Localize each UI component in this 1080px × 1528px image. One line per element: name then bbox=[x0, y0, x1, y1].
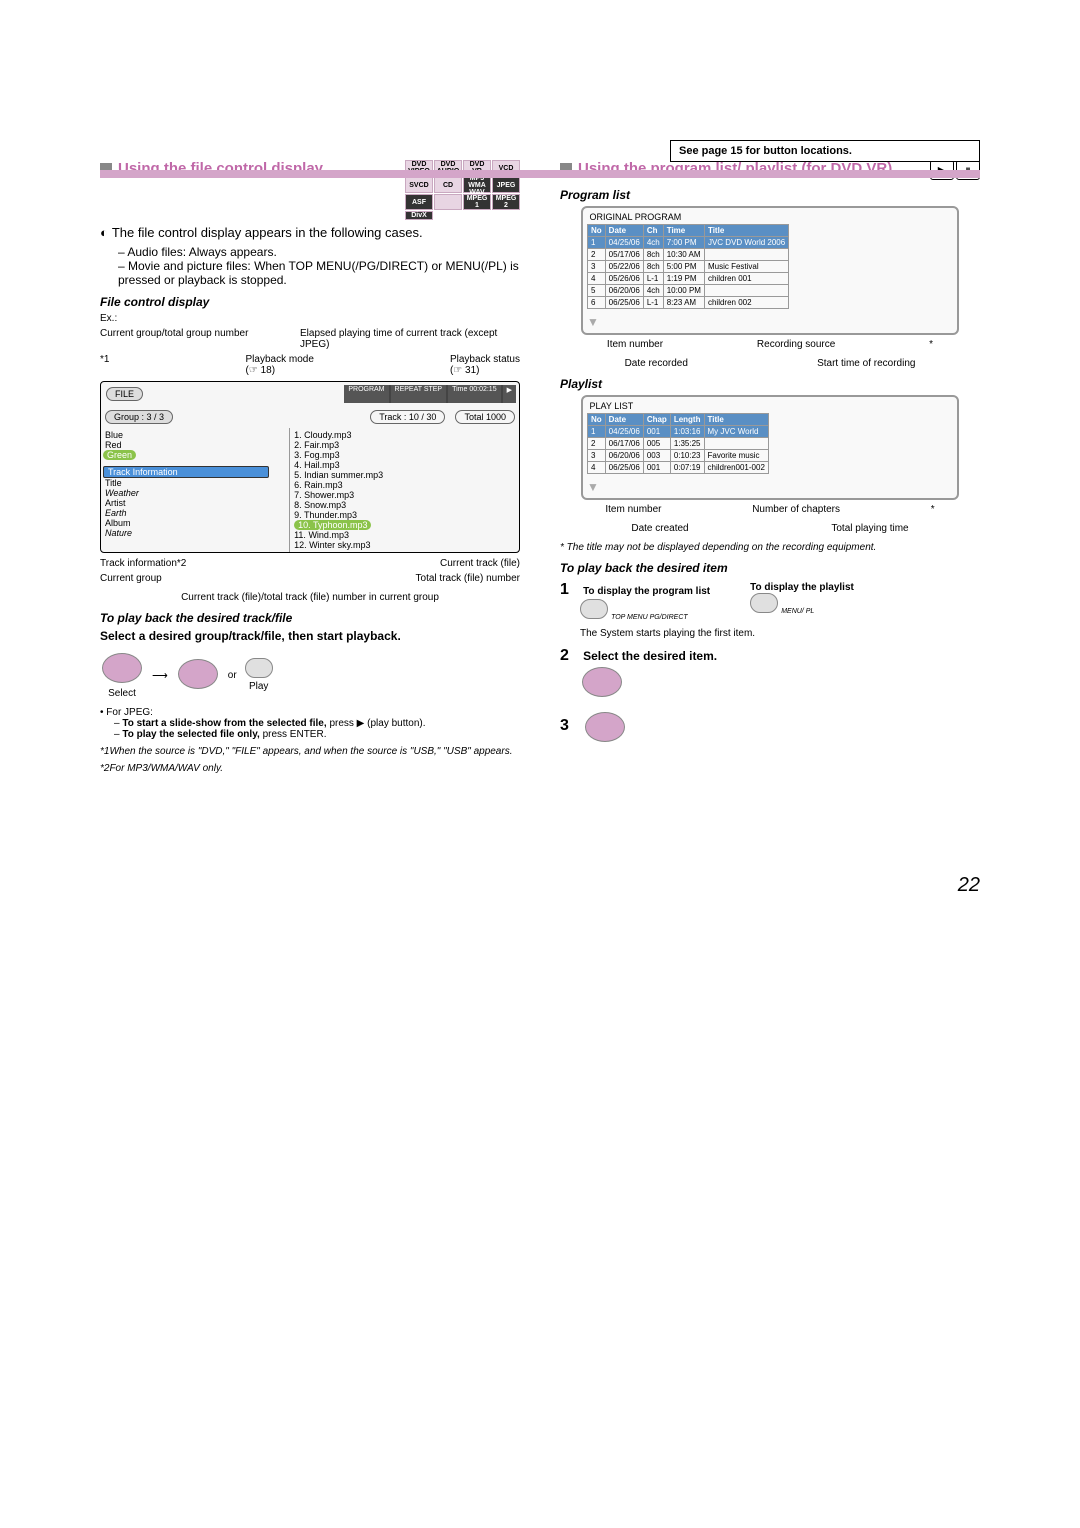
pl-label: Playlist bbox=[560, 377, 980, 391]
step2-num: 2 bbox=[560, 647, 580, 665]
co-created: Date created bbox=[631, 523, 688, 534]
program-table-container: ORIGINAL PROGRAM NoDateChTimeTitle104/25… bbox=[581, 206, 959, 335]
step1a: To display the program list bbox=[583, 586, 710, 597]
call-foot: Current track (file)/total track (file) … bbox=[120, 592, 500, 603]
playlist-table-container: PLAY LIST NoDateChapLengthTitle104/25/06… bbox=[581, 395, 959, 500]
topmenu-button bbox=[580, 599, 608, 619]
label-status-ref: (☞ 31) bbox=[450, 365, 520, 376]
co-star2: * bbox=[931, 504, 935, 515]
file-pill: FILE bbox=[106, 387, 143, 401]
co-star: * bbox=[929, 339, 933, 350]
page-number: 22 bbox=[100, 874, 980, 897]
note-box: See page 15 for button locations. bbox=[670, 140, 980, 162]
color-bar bbox=[100, 170, 980, 178]
arrow-icon: ⟶ bbox=[152, 669, 168, 682]
co-src: Recording source bbox=[757, 339, 835, 350]
right-column: Using the program list/ playlist (for DV… bbox=[560, 160, 980, 774]
bullet-list: Audio files: Always appears.Movie and pi… bbox=[118, 245, 520, 287]
call-cg: Current group bbox=[100, 573, 162, 584]
fn2: *2For MP3/WMA/WAV only. bbox=[100, 763, 520, 774]
co-date: Date recorded bbox=[625, 358, 688, 369]
program-table: NoDateChTimeTitle104/25/064ch7:00 PMJVC … bbox=[587, 224, 789, 309]
nav-pad-icon bbox=[178, 659, 218, 689]
step3-num: 3 bbox=[560, 717, 580, 735]
nav-pad-icon bbox=[102, 653, 142, 683]
desc: The file control display appears in the … bbox=[112, 225, 520, 240]
label-elapsed: Elapsed playing time of current track (e… bbox=[300, 328, 520, 350]
status-bar: PROGRAM REPEAT STEP Time 00:02:15 ▶ bbox=[344, 385, 516, 403]
menu-button bbox=[750, 593, 778, 613]
selected-group: Green bbox=[103, 450, 136, 460]
label-mode: Playback mode bbox=[246, 354, 314, 365]
play-hdr: To play back the desired track/file bbox=[100, 611, 520, 625]
play-button-icon bbox=[245, 658, 273, 678]
total-pill: Total 1000 bbox=[455, 410, 515, 424]
track-list: 1. Cloudy.mp32. Fair.mp33. Fog.mp34. Hai… bbox=[289, 428, 519, 552]
file-control-diagram: FILE PROGRAM REPEAT STEP Time 00:02:15 ▶… bbox=[100, 381, 520, 553]
jpeg-hdr: For JPEG: bbox=[106, 707, 153, 718]
track-info-hdr: Track Information bbox=[103, 466, 269, 478]
nav-pad-icon bbox=[585, 712, 625, 742]
group-pill: Group : 3 / 3 bbox=[105, 410, 173, 424]
play-label: Play bbox=[245, 681, 273, 692]
co-total: Total playing time bbox=[831, 523, 908, 534]
or-label: or bbox=[228, 670, 237, 681]
play-hdr-r: To play back the desired item bbox=[560, 561, 980, 575]
call-tt: Total track (file) number bbox=[416, 573, 520, 584]
step2: Select the desired item. bbox=[583, 649, 717, 663]
ex-label: Ex.: bbox=[100, 313, 520, 324]
bullet-icon: ◐ bbox=[100, 225, 108, 240]
call-ti: Track information*2 bbox=[100, 558, 186, 569]
label-status: Playback status bbox=[450, 354, 520, 365]
playlist-table: NoDateChapLengthTitle104/25/060011:03:16… bbox=[587, 413, 769, 474]
format-grid: DVD VIDEODVD AUDIODVD VRVCDSVCDCDMP3 WMA… bbox=[405, 160, 520, 220]
fn1: *1When the source is "DVD," "FILE" appea… bbox=[100, 746, 520, 757]
call-ct: Current track (file) bbox=[440, 558, 520, 569]
play-txt: Select a desired group/track/file, then … bbox=[100, 629, 520, 643]
label-mode-ref: (☞ 18) bbox=[246, 365, 314, 376]
fcd-label: File control display bbox=[100, 295, 520, 309]
co-item2: Item number bbox=[605, 504, 661, 515]
group-list: Blue Red Green Track Information Title W… bbox=[101, 428, 289, 552]
prog-label: Program list bbox=[560, 188, 980, 202]
step1-num: 1 bbox=[560, 581, 580, 599]
label-group: Current group/total group number bbox=[100, 328, 280, 350]
nav-pad-icon bbox=[582, 667, 622, 697]
select-label: Select bbox=[100, 688, 144, 699]
star1: *1 bbox=[100, 354, 109, 365]
track-pill: Track : 10 / 30 bbox=[370, 410, 445, 424]
step1b: To display the playlist bbox=[750, 582, 854, 593]
star-note: * The title may not be displayed dependi… bbox=[560, 542, 980, 553]
co-item: Item number bbox=[607, 339, 663, 350]
step1-body: The System starts playing the first item… bbox=[580, 628, 980, 639]
left-column: Using the file control display DVD VIDEO… bbox=[100, 160, 520, 774]
co-chap: Number of chapters bbox=[752, 504, 840, 515]
co-start: Start time of recording bbox=[817, 358, 915, 369]
